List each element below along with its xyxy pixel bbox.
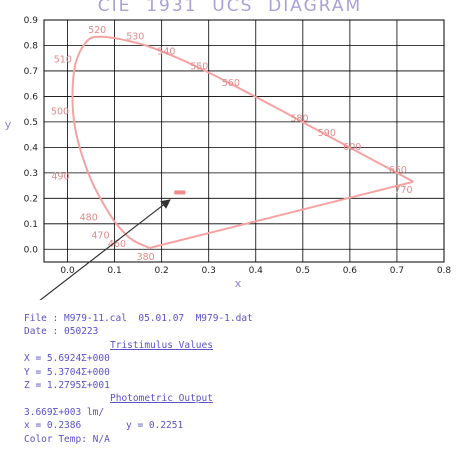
wavelength-label: 510 (54, 54, 72, 65)
y-tick-label: 0.8 (24, 41, 39, 51)
tristimulus-x: X = 5.6924Σ+000 (24, 353, 110, 365)
plot-frame (43, 19, 445, 263)
date-info: Date : 050223 (24, 326, 99, 338)
color-temperature: Color Temp: N/A (24, 433, 110, 445)
x-tick-label: 0.2 (154, 266, 168, 276)
x-tick-label: 0.7 (390, 266, 404, 276)
tristimulus-header: Tristimulus Values (110, 339, 213, 351)
y-axis-label: y (5, 118, 12, 131)
measurement-info-panel: File : M979-11.cal 05.01.07 M979-1.dat D… (24, 312, 454, 446)
wavelength-label: 530 (126, 32, 144, 43)
y-tick-label: 0.4 (24, 143, 39, 153)
grid-layer (43, 19, 445, 263)
photometric-output: 3.669Σ+003 lm/ (24, 406, 105, 418)
pointer-arrow (39, 199, 171, 300)
wavelength-label: 490 (51, 172, 69, 183)
wavelength-label: 580 (290, 114, 308, 125)
wavelength-label: 460 (108, 239, 126, 250)
x-tick-label: 0.3 (202, 266, 216, 276)
y-tick-label: 0.6 (24, 92, 39, 102)
tristimulus-z: Z = 1.2795Σ+001 (24, 379, 110, 391)
y-tick-label: 0.1 (24, 220, 38, 230)
spectral-locus-layer (71, 35, 414, 249)
y-tick-label: 0.5 (24, 118, 38, 128)
x-tick-label: 0.8 (437, 266, 452, 276)
file-info: File : M979-11.cal 05.01.07 M979-1.dat (24, 313, 253, 324)
measured-point-layer (39, 190, 186, 300)
x-tick-label: 0.1 (107, 266, 121, 276)
wavelength-label: 520 (88, 25, 106, 36)
wavelength-label: 550 (190, 61, 208, 72)
wavelength-label: 380 (137, 252, 155, 263)
x-tick-label: 0.5 (296, 266, 310, 276)
x-tick-label: 0.6 (343, 266, 358, 276)
chromaticity-x: x = 0.2386 (24, 420, 82, 432)
y-tick-label: 0.7 (24, 67, 38, 77)
measured-point-marker (174, 190, 186, 195)
wavelength-label: 470 (91, 230, 109, 241)
wavelength-label: 590 (318, 128, 336, 139)
purple-line (149, 180, 414, 249)
wavelength-label: 500 (51, 107, 69, 118)
y-tick-label: 0.3 (24, 169, 38, 179)
tristimulus-y: Y = 5.3704Σ+000 (24, 366, 110, 378)
spectral-locus-curve (71, 35, 414, 249)
chromaticity-y: y = 0.2251 (126, 420, 184, 432)
y-tick-label: 0.0 (24, 245, 39, 255)
photometric-header: Photometric Output (110, 393, 213, 405)
tick-label-layer: 0.0 0.1 0.2 0.3 0.4 0.5 0.6 0.7 0.8 0.0 0.1 0.2 0.3 0… (24, 16, 452, 276)
wavelength-label: 560 (222, 78, 240, 89)
wavelength-label: 650 (389, 165, 407, 176)
wavelength-label: 480 (80, 212, 98, 223)
wavelength-label: 600 (343, 142, 361, 153)
plot-area: 0.0 0.1 0.2 0.3 0.4 0.5 0.6 0.7 0.8 0.0 0.1 0.2 0.3 0… (5, 16, 452, 300)
x-tick-label: 0.0 (60, 266, 75, 276)
x-axis-label: x (235, 277, 242, 290)
wavelength-label: 540 (157, 47, 175, 58)
y-tick-label: 0.2 (24, 194, 38, 204)
wavelength-label: 770 (394, 185, 412, 196)
y-tick-label: 0.9 (24, 16, 39, 26)
x-tick-label: 0.4 (249, 266, 264, 276)
chromaticity-row: x = 0.2386 y = 0.2251 (24, 419, 454, 432)
chart-title: CIE 1931 UCS DIAGRAM (97, 0, 363, 16)
